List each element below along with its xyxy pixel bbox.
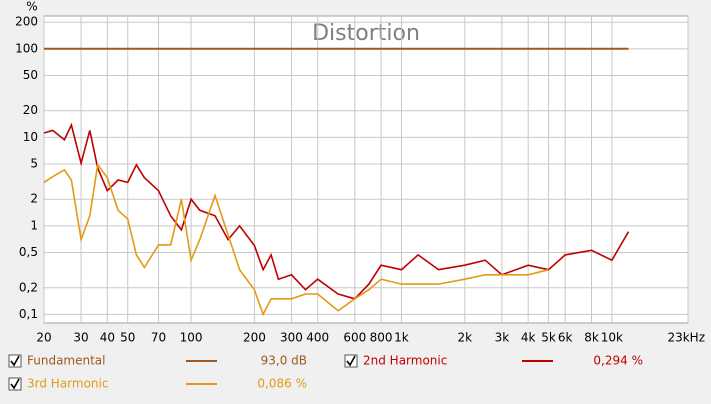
legend-label: 3rd Harmonic bbox=[27, 377, 108, 391]
x-tick-label: 70 bbox=[151, 331, 166, 345]
x-tick-label: 5k bbox=[541, 331, 556, 345]
series-line bbox=[43, 162, 549, 317]
x-tick-label: 600 bbox=[343, 331, 366, 345]
plot-area bbox=[43, 15, 689, 324]
series-line bbox=[43, 122, 630, 300]
legend-readout: 0,086 % bbox=[257, 377, 307, 391]
x-tick-label: 800 bbox=[370, 331, 393, 345]
x-tick-label: 4k bbox=[521, 331, 536, 345]
x-tick-label: 3k bbox=[495, 331, 510, 345]
y-tick-label: 0,1 bbox=[19, 307, 38, 321]
x-tick-label: 300 bbox=[280, 331, 303, 345]
legend-check bbox=[10, 378, 20, 390]
x-tick-label: 10k bbox=[601, 331, 623, 345]
legend-check bbox=[10, 355, 20, 367]
y-tick-label: 200 bbox=[15, 15, 38, 29]
y-axis-label: % bbox=[26, 0, 37, 14]
legend-check bbox=[346, 355, 356, 367]
x-tick-label: 20 bbox=[36, 331, 51, 345]
legend-label: 2nd Harmonic bbox=[363, 354, 447, 368]
chart-title: Distortion bbox=[312, 21, 420, 46]
x-tick-label: 50 bbox=[120, 331, 135, 345]
legend-readout: 93,0 dB bbox=[261, 354, 307, 368]
x-tick-label: 6k bbox=[558, 331, 573, 345]
x-tick-label: 2k bbox=[458, 331, 473, 345]
x-tick-label: 100 bbox=[180, 331, 203, 345]
y-tick-label: 100 bbox=[15, 41, 38, 55]
x-tick-label: 23kHz bbox=[667, 331, 705, 345]
x-tick-label: 200 bbox=[243, 331, 266, 345]
y-tick-label: 1 bbox=[30, 218, 38, 232]
y-tick-label: 0,2 bbox=[19, 280, 38, 294]
y-tick-label: 0,5 bbox=[19, 245, 38, 259]
y-tick-label: 5 bbox=[30, 157, 38, 171]
x-tick-label: 400 bbox=[306, 331, 329, 345]
y-tick-label: 10 bbox=[23, 130, 38, 144]
y-tick-label: 20 bbox=[23, 103, 38, 117]
y-tick-label: 2 bbox=[30, 192, 38, 206]
legend-label: Fundamental bbox=[27, 354, 106, 368]
x-tick-label: 1k bbox=[394, 331, 409, 345]
legend-readout: 0,294 % bbox=[593, 354, 643, 368]
x-tick-label: 8k bbox=[584, 331, 599, 345]
x-tick-label: 30 bbox=[73, 331, 88, 345]
y-tick-label: 50 bbox=[23, 68, 38, 82]
x-tick-label: 40 bbox=[100, 331, 115, 345]
